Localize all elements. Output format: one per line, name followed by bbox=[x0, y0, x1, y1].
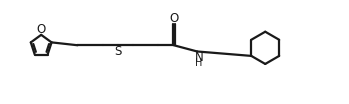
Text: O: O bbox=[37, 23, 46, 36]
Text: O: O bbox=[169, 12, 178, 25]
Text: N: N bbox=[194, 51, 203, 64]
Text: H: H bbox=[195, 58, 203, 68]
Text: S: S bbox=[114, 45, 121, 58]
